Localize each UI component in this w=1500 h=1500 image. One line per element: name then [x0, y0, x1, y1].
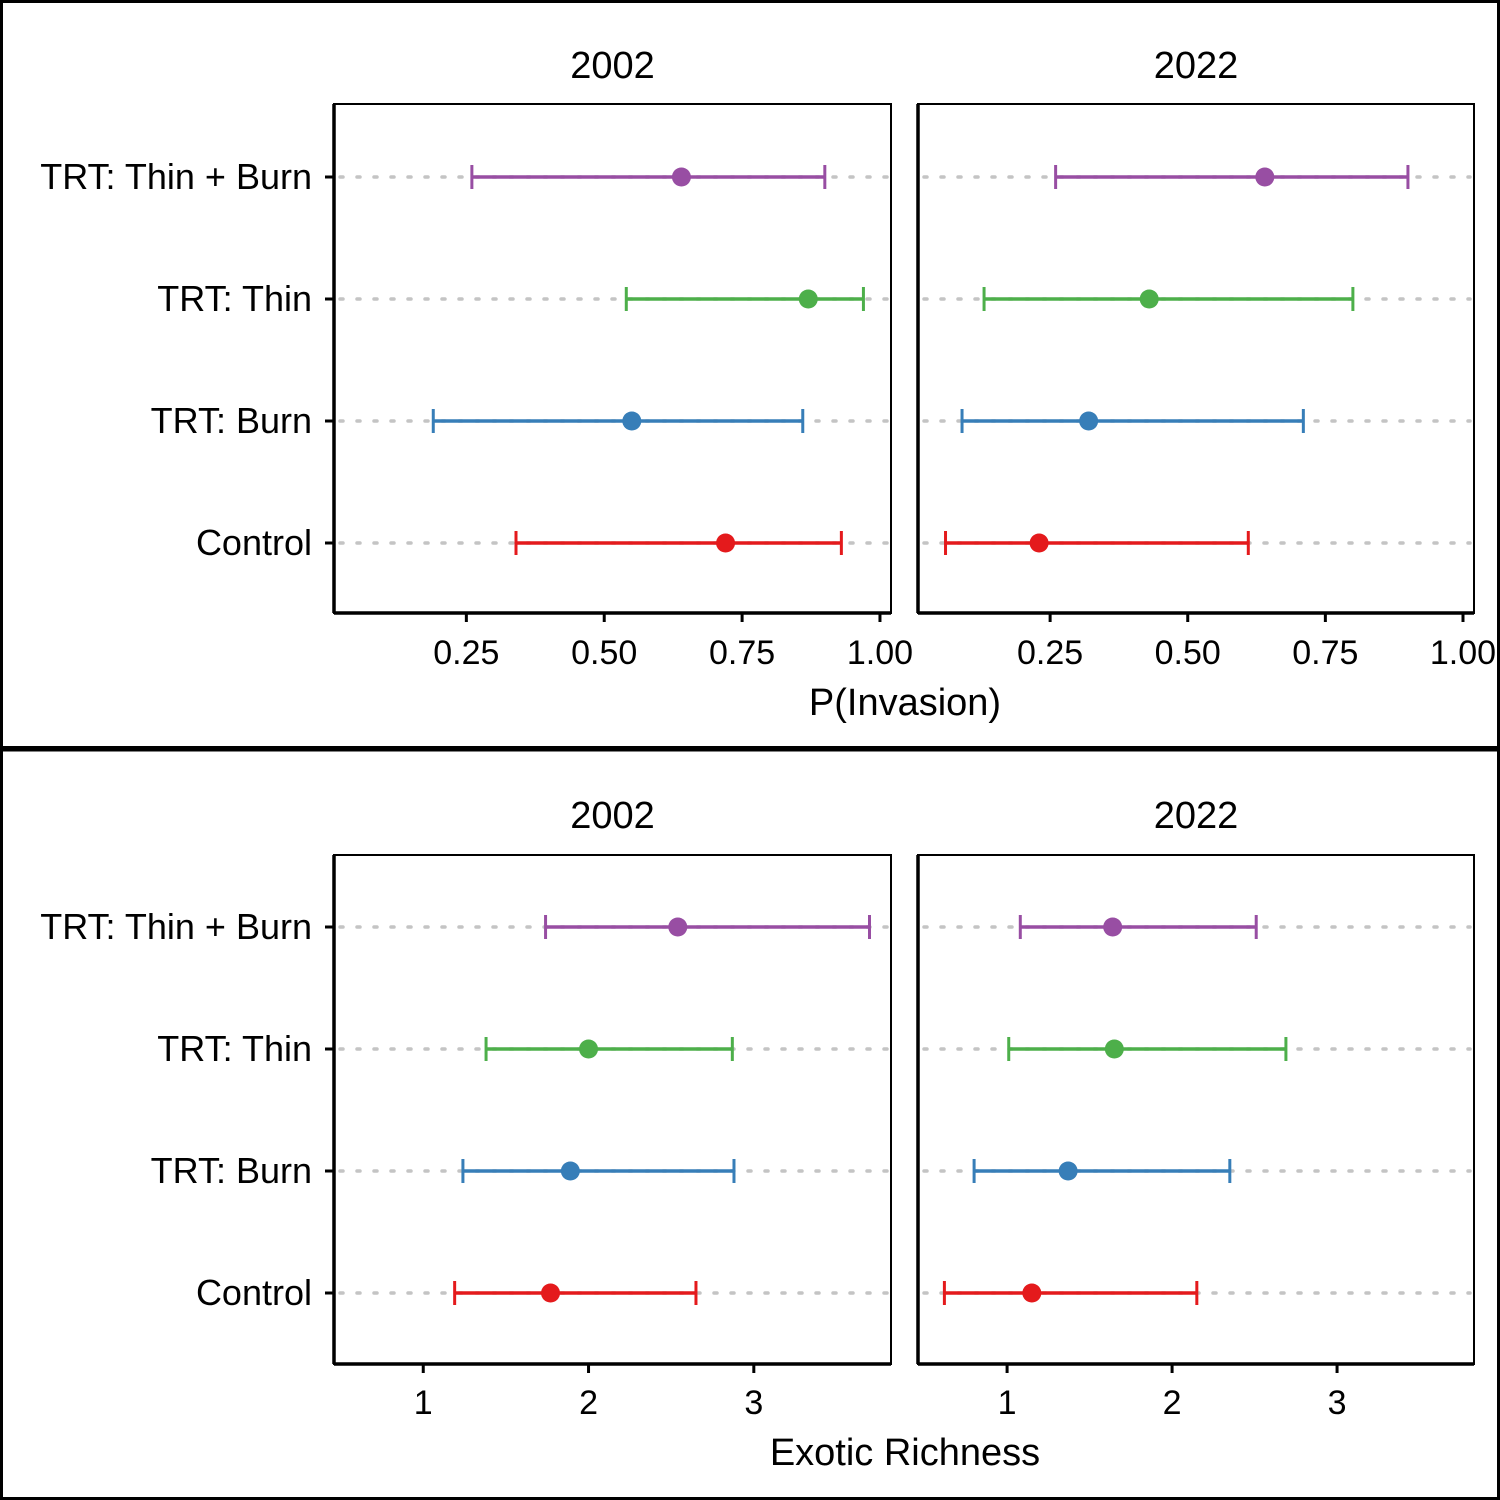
x-tick-label: 1: [414, 1384, 433, 1422]
chart-2: Control TRT: Burn TRT: Thin TRT: Thin + Bur…: [0, 748, 1500, 1500]
facet-panel-2002: 2002 1 2 3: [325, 795, 892, 1422]
x-tick-label: 3: [1328, 1384, 1347, 1422]
estimate-point: [1103, 917, 1123, 937]
y-tick-label: Control: [196, 1272, 312, 1313]
x-tick-label: 1.00: [1430, 634, 1496, 672]
y-tick-label: TRT: Thin + Burn: [40, 906, 312, 947]
facet-panel-2022: 2022 1 2 3: [916, 795, 1475, 1422]
estimate-point: [668, 917, 688, 937]
facet-panel-2002: 2002 0.25 0.50 0.75 1.00: [325, 45, 913, 672]
x-tick-label: 1: [998, 1384, 1017, 1422]
x-tick-label: 0.50: [571, 634, 637, 672]
panel-background: [333, 103, 892, 614]
x-tick-label: 0.25: [433, 634, 499, 672]
estimate-point: [560, 1161, 580, 1181]
estimate-point: [671, 167, 691, 187]
estimate-point: [1058, 1161, 1078, 1181]
estimate-point: [716, 533, 736, 553]
x-tick-label: 3: [744, 1384, 763, 1422]
facet-panel-2022: 2022 0.25 0.50 0.75 1.00: [916, 45, 1496, 672]
x-tick-label: 0.50: [1155, 634, 1221, 672]
estimate-point: [798, 289, 818, 309]
estimate-point: [622, 411, 642, 431]
estimate-point: [1139, 289, 1159, 309]
facet-title: 2002: [570, 45, 655, 87]
estimate-point: [1079, 411, 1099, 431]
estimate-point: [1104, 1039, 1124, 1059]
x-tick-label: 2: [579, 1384, 598, 1422]
x-axis-title: P(Invasion): [809, 682, 1001, 724]
x-tick-label: 0.75: [1292, 634, 1358, 672]
y-tick-label: TRT: Burn: [151, 1150, 312, 1191]
facet-title: 2022: [1154, 45, 1239, 87]
y-tick-label: TRT: Burn: [151, 400, 312, 441]
estimate-point: [541, 1283, 561, 1303]
y-tick-label: TRT: Thin + Burn: [40, 156, 312, 197]
chart-frame: [0, 748, 1500, 1500]
x-tick-label: 0.25: [1017, 634, 1083, 672]
chart-frame: [0, 0, 1500, 749]
x-tick-label: 1.00: [847, 634, 913, 672]
estimate-point: [1029, 533, 1049, 553]
y-tick-label: Control: [196, 522, 312, 563]
facet-title: 2002: [570, 795, 655, 837]
panel-background: [333, 854, 892, 1365]
facet-title: 2022: [1154, 795, 1239, 837]
y-tick-label: TRT: Thin: [157, 1028, 312, 1069]
estimate-point: [1022, 1283, 1042, 1303]
chart-1: Control TRT: Burn TRT: Thin TRT: Thin + Bur…: [0, 0, 1500, 749]
estimate-point: [579, 1039, 599, 1059]
x-tick-label: 0.75: [709, 634, 775, 672]
panel-background: [917, 103, 1475, 614]
x-tick-label: 2: [1163, 1384, 1182, 1422]
y-tick-label: TRT: Thin: [157, 278, 312, 319]
estimate-point: [1255, 167, 1275, 187]
panel-background: [917, 854, 1475, 1365]
x-axis-title: Exotic Richness: [770, 1432, 1040, 1474]
